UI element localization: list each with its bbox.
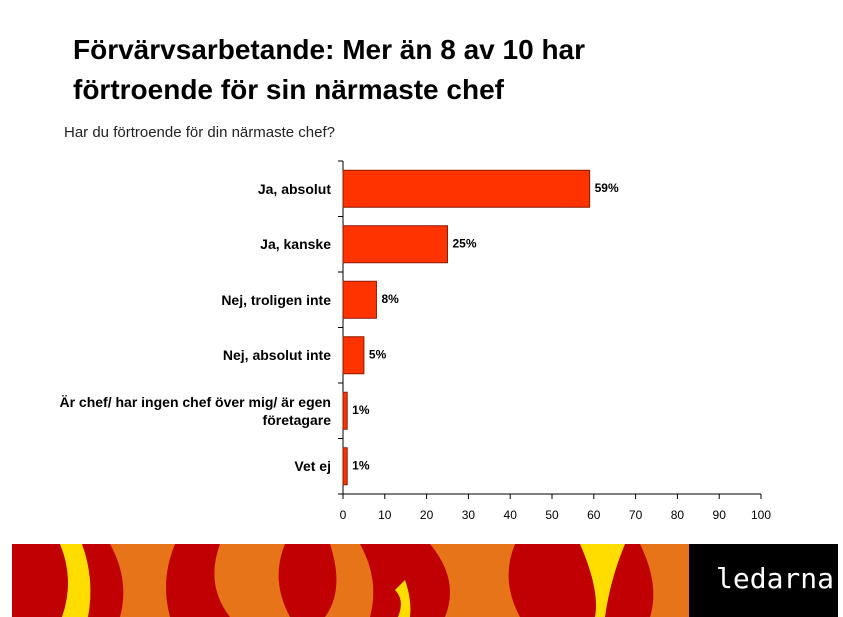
value-label: 1% <box>352 458 370 472</box>
subtitle: Har du förtroende för din närmaste chef? <box>64 124 335 141</box>
value-label: 1% <box>352 403 370 417</box>
bar <box>342 280 377 319</box>
y-tick-label: Är chef/ har ingen chef över mig/ är ege… <box>59 393 331 428</box>
y-tick-label: Nej, absolut inte <box>222 347 331 364</box>
x-tick-label: 80 <box>671 508 685 522</box>
x-tick-label: 10 <box>378 508 392 522</box>
bar <box>342 169 591 208</box>
value-label: 5% <box>369 347 387 361</box>
value-label: 8% <box>381 292 399 306</box>
x-tick-label: 30 <box>462 508 476 522</box>
logo: ledarna <box>716 562 835 595</box>
value-label: 59% <box>595 181 619 195</box>
x-tick-label: 20 <box>420 508 434 522</box>
bar <box>342 225 448 264</box>
x-tick-label: 90 <box>713 508 727 522</box>
x-tick-label: 70 <box>629 508 643 522</box>
bar <box>342 336 365 375</box>
y-tick-label: Nej, troligen inte <box>221 291 331 308</box>
banner <box>12 544 838 617</box>
bar <box>342 447 348 486</box>
x-tick-label: 100 <box>751 508 771 522</box>
x-tick-label: 40 <box>504 508 518 522</box>
chart-title: Förvärvsarbetande: Mer än 8 av 10 har fö… <box>73 34 586 105</box>
value-label: 25% <box>453 236 477 250</box>
x-tick-label: 50 <box>545 508 559 522</box>
bar <box>342 391 348 430</box>
y-tick-label: Ja, kanske <box>260 236 331 253</box>
x-tick-label: 60 <box>587 508 601 522</box>
y-tick-label: Ja, absolut <box>257 180 331 197</box>
y-tick-label: Vet ej <box>294 458 331 475</box>
x-tick-label: 0 <box>340 508 347 522</box>
